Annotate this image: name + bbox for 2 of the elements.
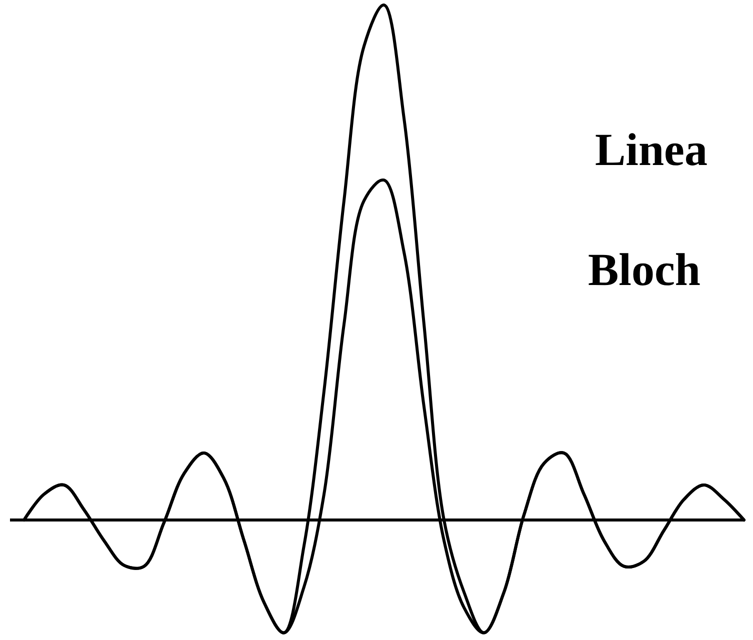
- annotation: Bloch: [588, 244, 700, 295]
- annotation: Linea: [595, 124, 708, 175]
